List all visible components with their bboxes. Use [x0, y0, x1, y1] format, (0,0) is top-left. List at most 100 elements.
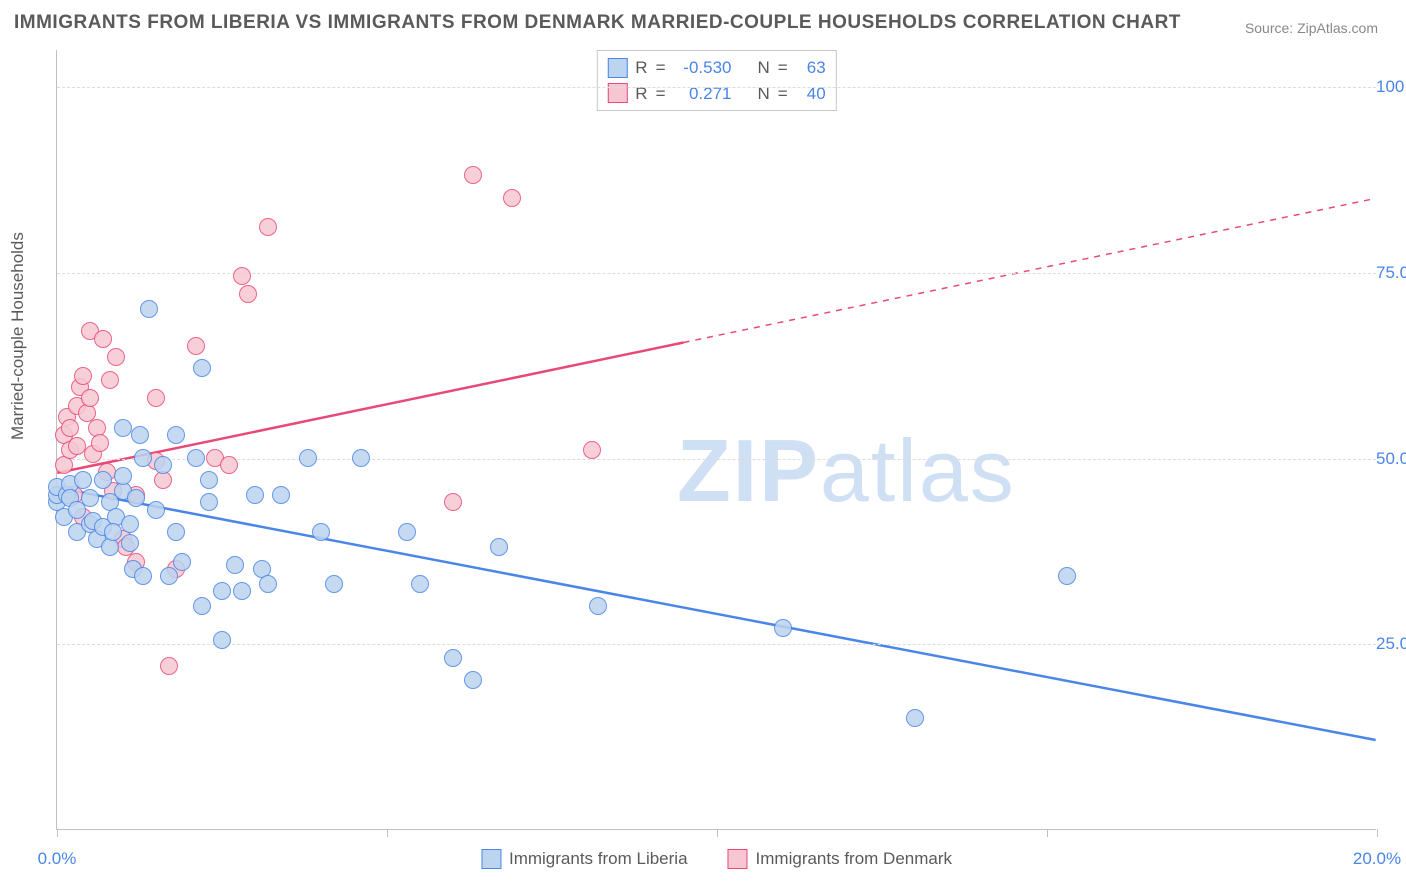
data-point-liberia	[272, 486, 290, 504]
data-point-denmark	[101, 371, 119, 389]
data-point-liberia	[325, 575, 343, 593]
data-point-denmark	[464, 166, 482, 184]
y-tick-label: 25.0%	[1366, 634, 1406, 654]
y-tick-label: 100.0%	[1366, 77, 1406, 97]
data-point-denmark	[74, 367, 92, 385]
swatch-denmark	[728, 849, 748, 869]
stats-row-liberia: R = -0.530 N = 63	[607, 55, 825, 81]
r-value-denmark: 0.271	[674, 81, 732, 107]
data-point-liberia	[187, 449, 205, 467]
equals-sign: =	[778, 55, 788, 81]
source-prefix: Source:	[1245, 20, 1297, 36]
data-point-denmark	[233, 267, 251, 285]
data-point-liberia	[147, 501, 165, 519]
chart-title: IMMIGRANTS FROM LIBERIA VS IMMIGRANTS FR…	[14, 12, 1181, 34]
data-point-denmark	[259, 218, 277, 236]
data-point-liberia	[774, 619, 792, 637]
n-label: N	[758, 81, 770, 107]
data-point-liberia	[114, 419, 132, 437]
data-point-denmark	[220, 456, 238, 474]
data-point-denmark	[583, 441, 601, 459]
data-point-liberia	[490, 538, 508, 556]
data-point-liberia	[213, 582, 231, 600]
gridline	[57, 459, 1376, 460]
trend-line-dashed-denmark	[684, 198, 1376, 342]
legend-label-liberia: Immigrants from Liberia	[509, 849, 688, 869]
data-point-liberia	[200, 471, 218, 489]
data-point-liberia	[589, 597, 607, 615]
data-point-denmark	[91, 434, 109, 452]
data-point-denmark	[187, 337, 205, 355]
series-legend: Immigrants from Liberia Immigrants from …	[481, 849, 952, 869]
data-point-liberia	[312, 523, 330, 541]
data-point-denmark	[68, 437, 86, 455]
legend-item-liberia: Immigrants from Liberia	[481, 849, 688, 869]
x-tick	[1047, 829, 1048, 837]
x-tick	[717, 829, 718, 837]
y-tick-label: 50.0%	[1366, 449, 1406, 469]
legend-label-denmark: Immigrants from Denmark	[756, 849, 952, 869]
data-point-liberia	[127, 489, 145, 507]
equals-sign: =	[656, 55, 666, 81]
watermark-rest: atlas	[820, 421, 1016, 520]
data-point-liberia	[160, 567, 178, 585]
n-value-denmark: 40	[796, 81, 826, 107]
data-point-liberia	[121, 515, 139, 533]
data-point-liberia	[200, 493, 218, 511]
x-tick	[387, 829, 388, 837]
gridline	[57, 644, 1376, 645]
r-label: R	[635, 81, 647, 107]
data-point-liberia	[114, 467, 132, 485]
data-point-liberia	[906, 709, 924, 727]
equals-sign: =	[778, 81, 788, 107]
watermark: ZIPatlas	[677, 420, 1016, 522]
data-point-liberia	[411, 575, 429, 593]
data-point-liberia	[74, 471, 92, 489]
x-tick-label: 20.0%	[1353, 849, 1401, 869]
data-point-liberia	[81, 489, 99, 507]
data-point-liberia	[121, 534, 139, 552]
data-point-liberia	[259, 575, 277, 593]
watermark-bold: ZIP	[677, 421, 820, 520]
data-point-liberia	[134, 567, 152, 585]
data-point-liberia	[173, 553, 191, 571]
n-label: N	[758, 55, 770, 81]
data-point-denmark	[107, 348, 125, 366]
source-link[interactable]: ZipAtlas.com	[1297, 20, 1378, 36]
data-point-liberia	[226, 556, 244, 574]
data-point-liberia	[233, 582, 251, 600]
data-point-liberia	[352, 449, 370, 467]
stats-row-denmark: R = 0.271 N = 40	[607, 81, 825, 107]
data-point-denmark	[444, 493, 462, 511]
data-point-liberia	[193, 597, 211, 615]
data-point-liberia	[444, 649, 462, 667]
data-point-liberia	[154, 456, 172, 474]
swatch-liberia	[481, 849, 501, 869]
data-point-denmark	[239, 285, 257, 303]
x-tick	[1377, 829, 1378, 837]
chart-plot-area: ZIPatlas R = -0.530 N = 63 R = 0.271 N =…	[56, 50, 1376, 830]
equals-sign: =	[656, 81, 666, 107]
data-point-denmark	[503, 189, 521, 207]
data-point-liberia	[464, 671, 482, 689]
x-tick	[57, 829, 58, 837]
data-point-liberia	[299, 449, 317, 467]
swatch-liberia	[607, 58, 627, 78]
data-point-liberia	[1058, 567, 1076, 585]
trend-lines-layer	[57, 50, 1376, 829]
data-point-liberia	[131, 426, 149, 444]
legend-item-denmark: Immigrants from Denmark	[728, 849, 952, 869]
n-value-liberia: 63	[796, 55, 826, 81]
gridline	[57, 87, 1376, 88]
y-tick-label: 75.0%	[1366, 263, 1406, 283]
r-label: R	[635, 55, 647, 81]
data-point-liberia	[246, 486, 264, 504]
data-point-liberia	[398, 523, 416, 541]
data-point-denmark	[81, 389, 99, 407]
data-point-denmark	[147, 389, 165, 407]
data-point-liberia	[94, 471, 112, 489]
r-value-liberia: -0.530	[674, 55, 732, 81]
data-point-liberia	[167, 523, 185, 541]
data-point-denmark	[61, 419, 79, 437]
gridline	[57, 273, 1376, 274]
